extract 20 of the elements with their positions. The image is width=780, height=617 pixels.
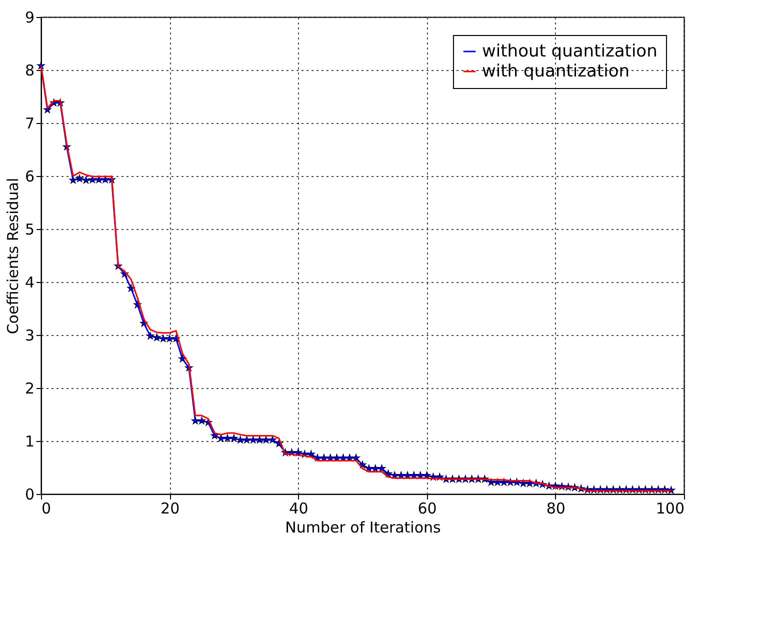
- legend-label: without quantization: [482, 42, 658, 62]
- x-tick-label: 60: [418, 500, 437, 518]
- y-tick-label: 5: [24, 220, 34, 238]
- y-tick-label: 8: [24, 62, 34, 80]
- y-tick-label: 4: [24, 274, 34, 292]
- legend-label: with quantization: [482, 62, 630, 82]
- y-tick-label: 9: [24, 8, 34, 26]
- y-tick-label: 6: [24, 168, 34, 186]
- y-tick-label: 2: [24, 380, 34, 398]
- x-axis-title: Number of Iterations: [285, 518, 442, 536]
- y-tick-label: 7: [24, 114, 34, 132]
- y-tick-label: 1: [24, 432, 34, 450]
- x-tick-label: 20: [160, 500, 180, 518]
- y-tick-label: 3: [24, 326, 34, 344]
- x-tick-label: 0: [42, 500, 52, 518]
- y-tick-label: 0: [24, 486, 34, 504]
- x-tick-label: 100: [656, 500, 684, 518]
- x-tick-label: 80: [546, 500, 566, 518]
- x-tick-label: 40: [289, 500, 308, 518]
- y-axis-title: Coefficients Residual: [4, 178, 22, 334]
